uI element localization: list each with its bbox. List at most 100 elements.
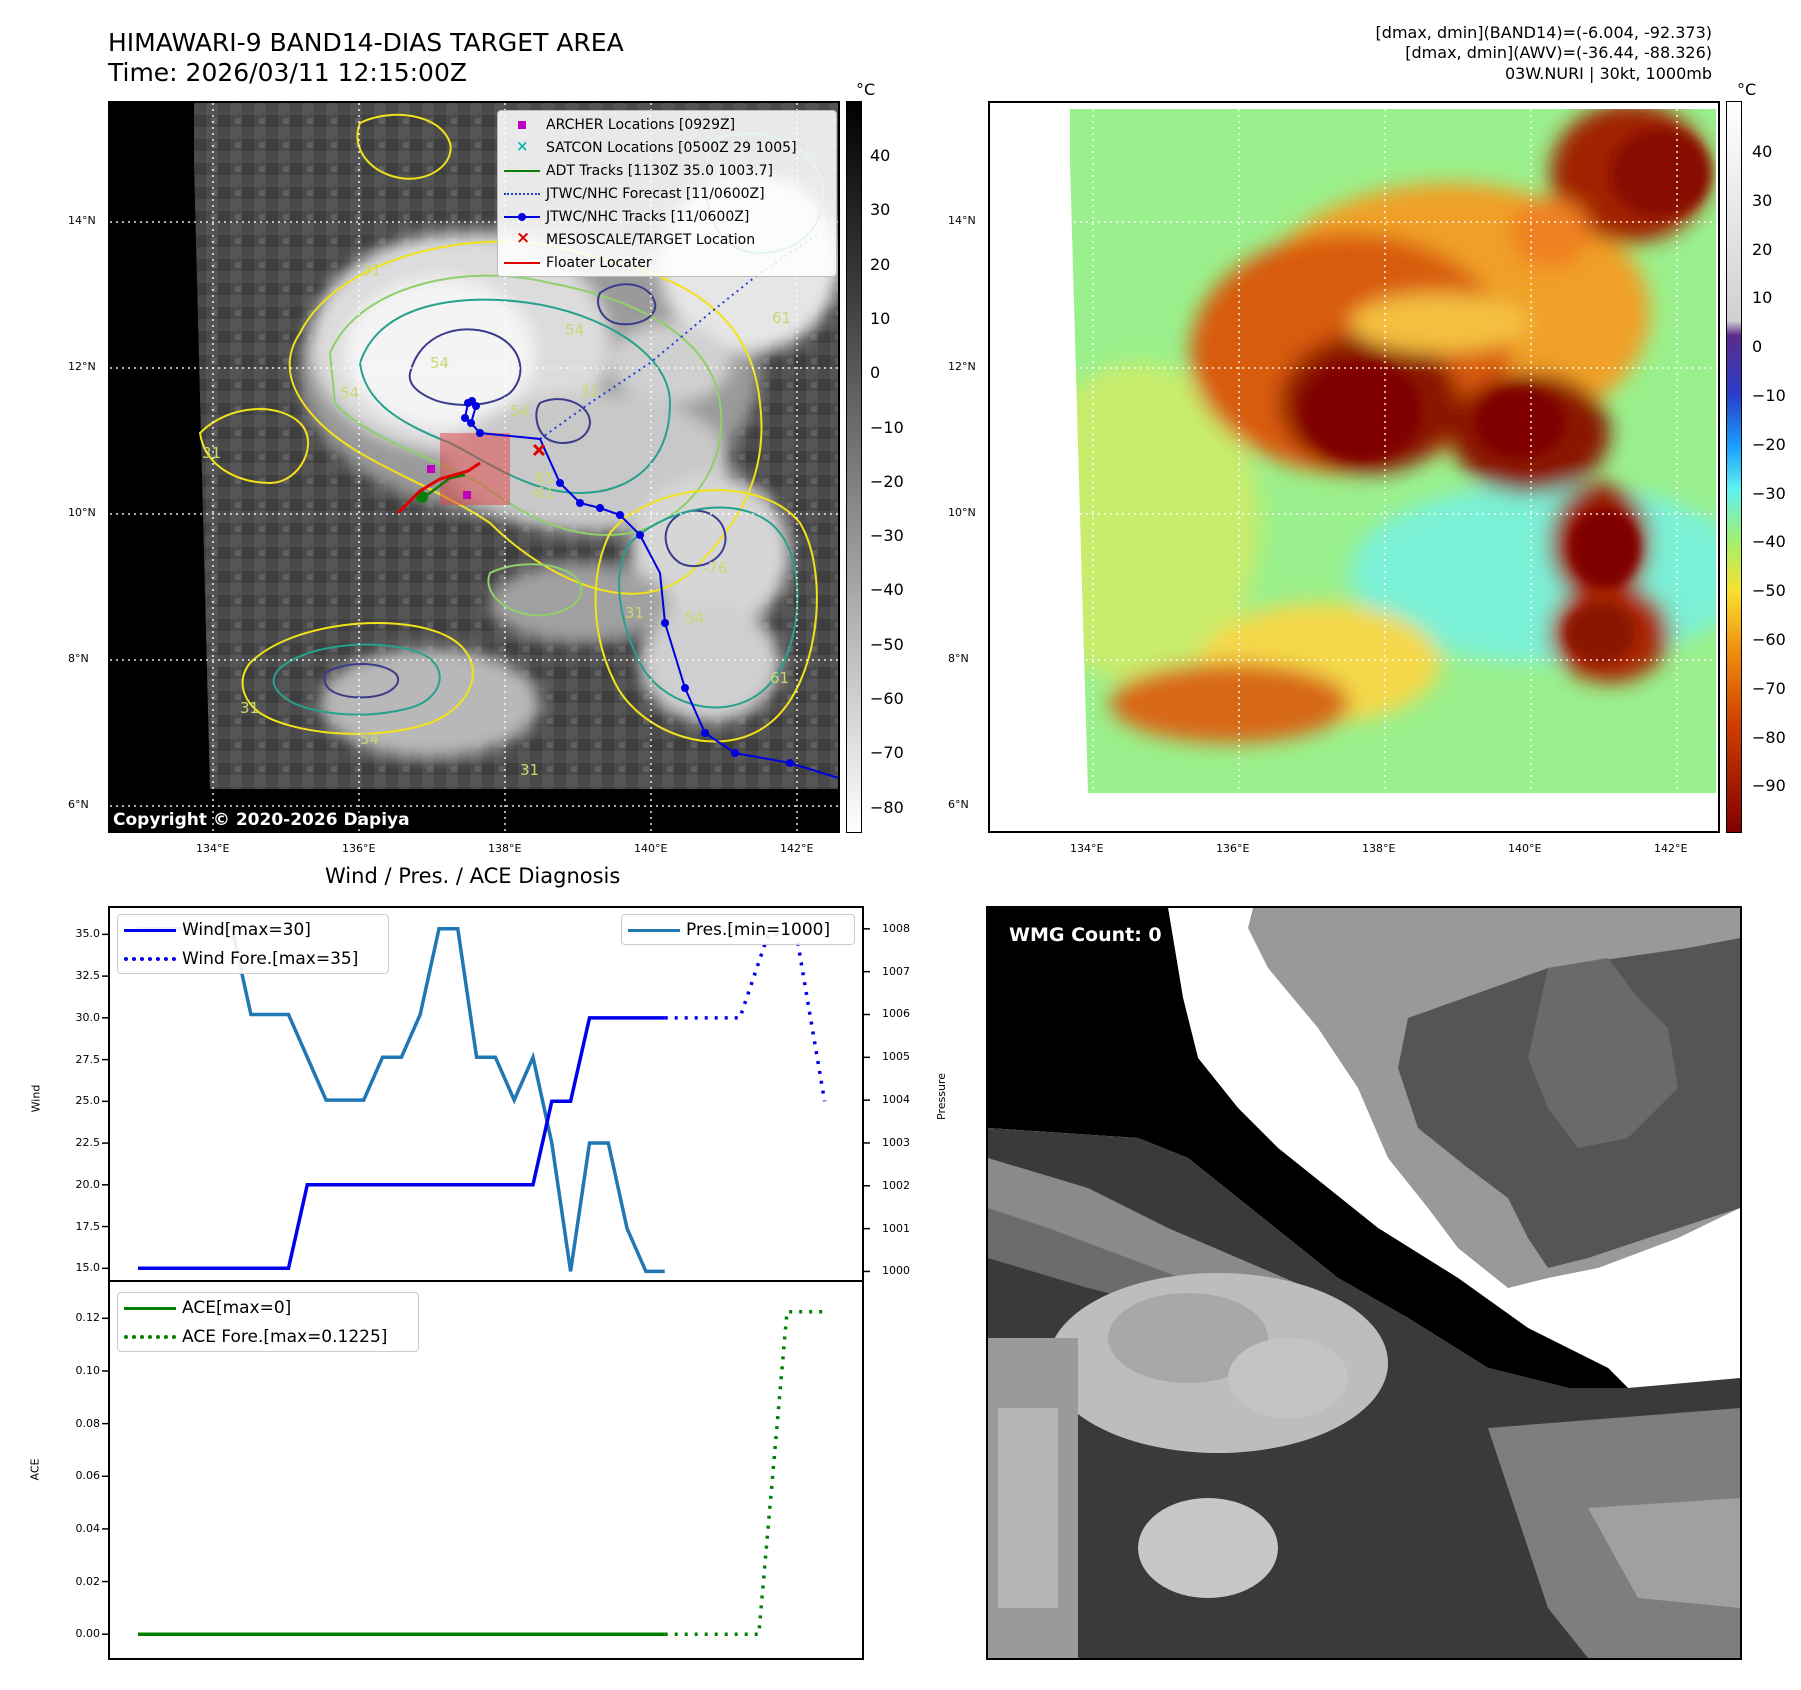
series-line-wind-fore bbox=[664, 932, 827, 1102]
colorbar-tick-label: −70 bbox=[1752, 678, 1786, 698]
axis-tick-label: 1005 bbox=[882, 1050, 910, 1064]
colorbar-tick-label: −20 bbox=[1752, 434, 1786, 454]
wmg-count-badge: WMG Count: 0 bbox=[1001, 920, 1170, 950]
contour-label: 31 bbox=[240, 699, 259, 717]
legend-item-ace-fore: ACE Fore.[max=0.1225] bbox=[118, 1322, 418, 1351]
contour-label: -61 bbox=[530, 484, 555, 502]
axis-tick-label: 27.5 bbox=[75, 1052, 101, 1066]
colorbar-tick-label: −80 bbox=[1752, 727, 1786, 747]
colorbar-tick-label: 0 bbox=[1752, 337, 1763, 357]
blue-dotted-line-icon bbox=[502, 187, 542, 201]
legend-label: SATCON Locations [0500Z 29 1005] bbox=[546, 139, 797, 156]
cyan-x-icon: × bbox=[516, 136, 529, 155]
legend-item-pres: Pres.[min=1000] bbox=[622, 915, 854, 944]
pressure-axis-label: Pressure bbox=[934, 1073, 948, 1120]
axis-tick-label: 1003 bbox=[882, 1135, 910, 1149]
colorbar-tick-label: 10 bbox=[870, 308, 891, 328]
diagnosis-plot bbox=[102, 927, 870, 1636]
contour-label: 31 bbox=[202, 444, 221, 462]
colorbar-tick-label: −20 bbox=[870, 471, 904, 491]
pressure-legend: Pres.[min=1000] bbox=[621, 914, 855, 945]
legend-item-wind-fore: Wind Fore.[max=35] bbox=[118, 944, 388, 973]
legend-item-tracks: JTWC/NHC Tracks [11/0600Z] bbox=[498, 205, 836, 228]
lon-label: 138°E bbox=[488, 842, 522, 855]
red-x-icon: × bbox=[516, 227, 531, 248]
lat-label: 12°N bbox=[948, 360, 976, 373]
colorbar-tick-label: −50 bbox=[1752, 581, 1786, 601]
contour-label: 54 bbox=[340, 384, 359, 402]
awv-map-image bbox=[990, 103, 1718, 831]
colorbar-tick-label: 20 bbox=[870, 254, 891, 274]
red-line-icon bbox=[502, 256, 542, 270]
legend-item-forecast: JTWC/NHC Forecast [11/0600Z] bbox=[498, 182, 836, 205]
storm-info: 03W.NURI | 30kt, 1000mb bbox=[1504, 64, 1712, 83]
blue-dotted-line-icon bbox=[124, 954, 176, 964]
blue-line-dot-icon bbox=[502, 210, 542, 224]
legend-item-ace: ACE[max=0] bbox=[118, 1293, 418, 1322]
colorbar-tick-label: −60 bbox=[1752, 630, 1786, 649]
lat-label: 8°N bbox=[948, 652, 969, 665]
colorbar-tick-label: 30 bbox=[870, 200, 891, 220]
contour-label: -76 bbox=[703, 559, 728, 577]
axis-tick-label: 1007 bbox=[882, 964, 910, 978]
colorbar-tick-label: −40 bbox=[870, 580, 904, 600]
legend-label: Wind[max=30] bbox=[182, 919, 311, 940]
lon-label: 140°E bbox=[1508, 842, 1542, 855]
colorbar-unit: °C bbox=[1737, 80, 1757, 99]
axis-tick-label: 20.0 bbox=[75, 1177, 101, 1191]
lon-label: 136°E bbox=[1216, 842, 1250, 855]
lon-label: 136°E bbox=[342, 842, 376, 855]
axis-tick-label: 0.00 bbox=[75, 1627, 101, 1641]
axis-tick-label: 30.0 bbox=[75, 1010, 101, 1024]
contour-label: 61 bbox=[770, 669, 789, 687]
steelblue-line-icon bbox=[628, 925, 680, 935]
legend-label: ADT Tracks [1130Z 35.0 1003.7] bbox=[546, 162, 773, 179]
colorbar-tick-label: −90 bbox=[1752, 776, 1786, 796]
legend-label: ACE[max=0] bbox=[182, 1297, 292, 1318]
contour-label: 31 bbox=[580, 382, 599, 400]
colorbar-tick-label: −70 bbox=[870, 743, 904, 763]
axis-tick-label: 1004 bbox=[882, 1093, 910, 1107]
diagnosis-title: Wind / Pres. / ACE Diagnosis bbox=[325, 864, 621, 888]
colorbar-tick-label: −40 bbox=[1752, 532, 1786, 552]
legend-label: ARCHER Locations [0929Z] bbox=[546, 116, 736, 133]
axis-tick-label: 32.5 bbox=[75, 969, 101, 983]
legend-label: JTWC/NHC Tracks [11/0600Z] bbox=[546, 208, 750, 225]
green-dotted-line-icon bbox=[124, 1332, 176, 1342]
legend-label: MESOSCALE/TARGET Location bbox=[546, 231, 756, 248]
lon-label: 134°E bbox=[1070, 842, 1104, 855]
contour-label: 54 bbox=[360, 730, 379, 748]
legend-item-target: × MESOSCALE/TARGET Location bbox=[498, 228, 836, 251]
contour-label: 61 bbox=[535, 469, 554, 487]
band14-range-info: [dmax, dmin](BAND14)=(-6.004, -92.373) bbox=[1375, 23, 1712, 42]
legend-label: JTWC/NHC Forecast [11/0600Z] bbox=[546, 185, 765, 202]
blue-line-icon bbox=[124, 925, 176, 935]
magenta-square-icon bbox=[502, 118, 542, 132]
axis-tick-label: 0.12 bbox=[75, 1311, 101, 1325]
wmg-panel: WMG Count: 0 bbox=[986, 906, 1742, 1660]
time-label: Time: 2026/03/11 12:15:00Z bbox=[108, 58, 467, 87]
lon-label: 140°E bbox=[634, 842, 668, 855]
legend-label: Floater Locater bbox=[546, 254, 652, 271]
lat-label: 14°N bbox=[68, 214, 96, 227]
contour-label: 54 bbox=[430, 354, 449, 372]
awv-colorbar bbox=[1726, 101, 1742, 833]
axis-tick-label: 15.0 bbox=[75, 1261, 101, 1275]
axis-tick-label: 0.02 bbox=[75, 1574, 101, 1588]
awv-range-info: [dmax, dmin](AWV)=(-36.44, -88.326) bbox=[1405, 43, 1712, 62]
series-line-wind bbox=[138, 1016, 665, 1271]
panel-divider bbox=[108, 1280, 864, 1282]
colorbar-tick-label: −30 bbox=[870, 526, 904, 546]
lat-label: 8°N bbox=[68, 652, 89, 665]
axis-tick-label: 25.0 bbox=[75, 1094, 101, 1108]
lat-label: 14°N bbox=[948, 214, 976, 227]
legend-item-floater: Floater Locater bbox=[498, 251, 836, 274]
axis-tick-label: 1008 bbox=[882, 921, 910, 935]
legend-label: Wind Fore.[max=35] bbox=[182, 948, 359, 969]
colorbar-tick-label: 30 bbox=[1752, 190, 1773, 210]
colorbar-tick-label: 20 bbox=[1752, 239, 1773, 259]
contour-label: 54 bbox=[685, 609, 704, 627]
contour-label: 54 bbox=[510, 402, 529, 420]
axis-tick-label: 1001 bbox=[882, 1221, 910, 1235]
wmg-image bbox=[988, 908, 1740, 1658]
